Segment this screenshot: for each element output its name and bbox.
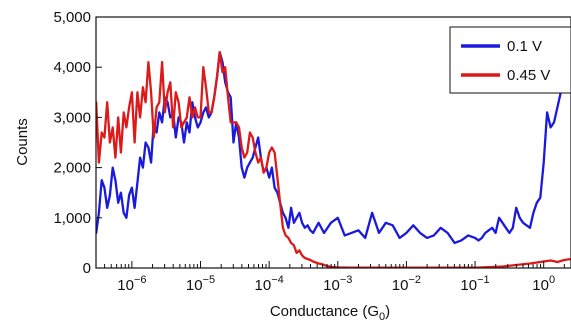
y-tick-label: 0 (83, 260, 91, 277)
y-axis-label: Counts (14, 118, 31, 166)
x-axis-label: Conductance (G0) (270, 303, 390, 323)
x-tick-label: 10−3 (323, 274, 352, 294)
x-tick-label: 100 (532, 274, 555, 294)
y-tick-label: 1,000 (53, 210, 91, 227)
x-axis: 10−6 10−5 10−4 10−3 10−2 10−1 100 (95, 261, 565, 294)
y-tick-label: 2,000 (53, 160, 91, 177)
x-tick-label: 10−1 (460, 274, 489, 294)
y-tick-label: 4,000 (53, 59, 91, 76)
x-tick-label: 10−6 (117, 274, 146, 294)
legend-label-0.45v: 0.45 V (507, 67, 550, 84)
legend-box (449, 26, 571, 94)
y-axis: 0 1,000 2,000 3,000 4,000 5,000 (53, 9, 102, 277)
x-axis-label-subscript: 0 (379, 311, 385, 323)
x-axis-label-base: Conductance (G (270, 303, 379, 320)
legend-label-0.1v: 0.1 V (507, 38, 542, 55)
x-tick-label: 10−5 (186, 274, 215, 294)
x-tick-label: 10−4 (255, 274, 284, 294)
x-axis-label-tail: ) (385, 303, 390, 320)
plot-frame (95, 16, 571, 269)
y-tick-label: 5,000 (53, 9, 91, 26)
x-tick-label: 10−2 (392, 274, 421, 294)
y-tick-label: 3,000 (53, 109, 91, 126)
legend: 0.1 V 0.45 V (449, 26, 571, 94)
